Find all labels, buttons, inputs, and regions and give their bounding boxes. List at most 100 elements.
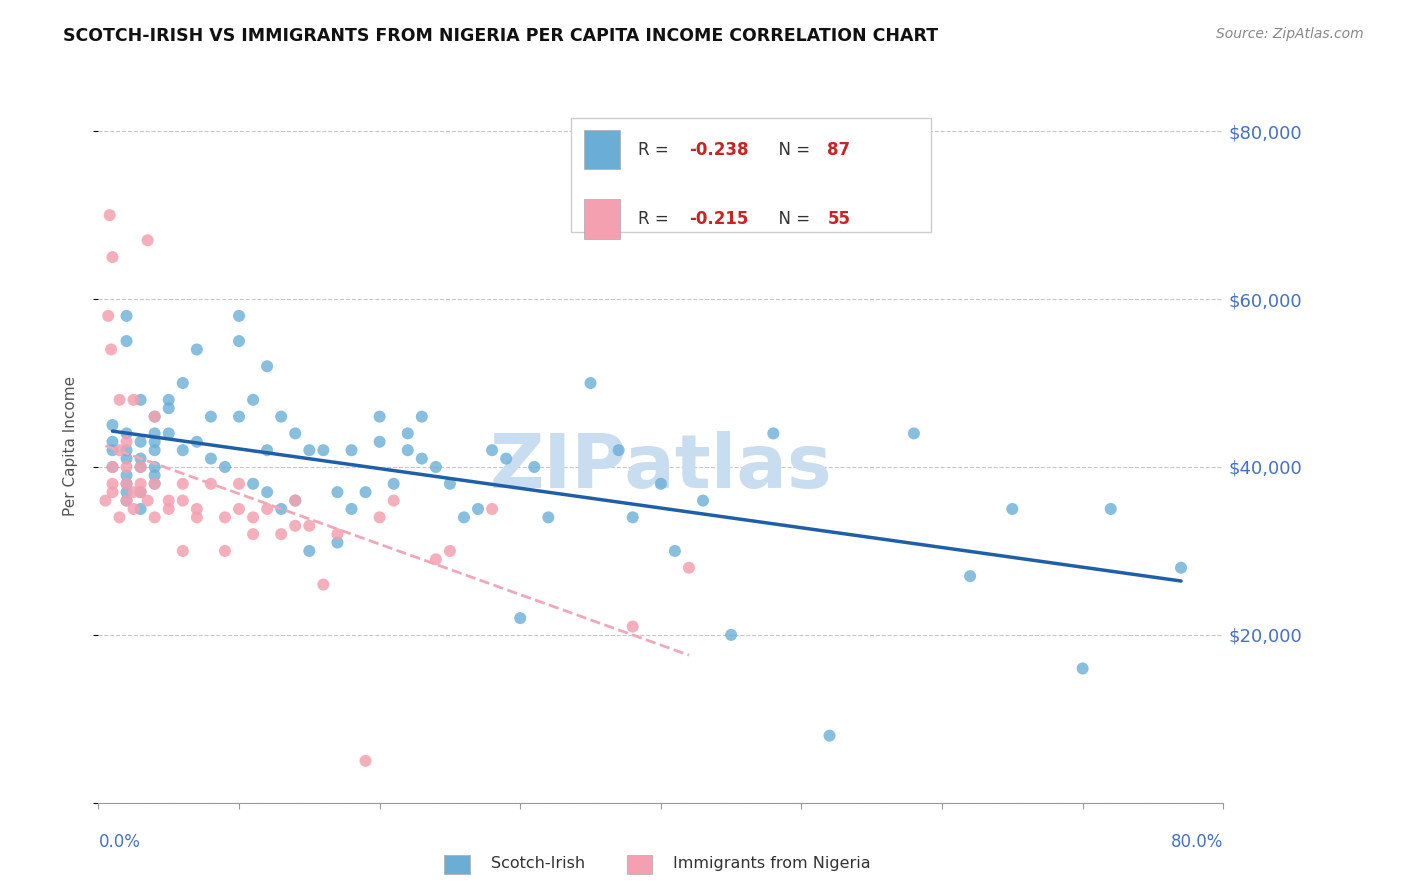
Point	[157, 502, 180, 516]
Point	[326, 527, 349, 541]
Point	[396, 443, 419, 458]
Point	[312, 577, 335, 591]
Point	[200, 409, 222, 424]
Point	[143, 476, 166, 491]
FancyBboxPatch shape	[571, 118, 931, 232]
Text: R =: R =	[638, 211, 675, 228]
Point	[1099, 502, 1122, 516]
Point	[396, 426, 419, 441]
Point	[579, 376, 602, 390]
Point	[143, 460, 166, 475]
Point	[340, 443, 363, 458]
Point	[762, 426, 785, 441]
Point	[621, 510, 644, 524]
Point	[354, 485, 377, 500]
Point	[256, 443, 278, 458]
Point	[186, 510, 208, 524]
Point	[467, 502, 489, 516]
Point	[108, 510, 131, 524]
Point	[228, 334, 250, 348]
Point	[129, 485, 152, 500]
Point	[115, 334, 138, 348]
Point	[256, 502, 278, 516]
Point	[136, 233, 159, 247]
Point	[100, 343, 122, 357]
Point	[256, 359, 278, 374]
Point	[115, 493, 138, 508]
Point	[1001, 502, 1024, 516]
Text: SCOTCH-IRISH VS IMMIGRANTS FROM NIGERIA PER CAPITA INCOME CORRELATION CHART: SCOTCH-IRISH VS IMMIGRANTS FROM NIGERIA …	[63, 27, 938, 45]
Point	[1170, 560, 1192, 574]
Point	[818, 729, 841, 743]
Point	[143, 426, 166, 441]
Text: Source: ZipAtlas.com: Source: ZipAtlas.com	[1216, 27, 1364, 41]
Text: Scotch-Irish: Scotch-Irish	[491, 856, 585, 871]
Text: 80.0%: 80.0%	[1171, 833, 1223, 851]
Point	[284, 493, 307, 508]
Point	[115, 434, 138, 449]
Point	[98, 208, 121, 222]
Point	[136, 493, 159, 508]
FancyBboxPatch shape	[585, 130, 620, 169]
Point	[523, 460, 546, 475]
Point	[242, 476, 264, 491]
Point	[439, 544, 461, 558]
Point	[115, 443, 138, 458]
Point	[228, 502, 250, 516]
Point	[284, 518, 307, 533]
Point	[298, 518, 321, 533]
Point	[143, 434, 166, 449]
Point	[143, 409, 166, 424]
Point	[172, 544, 194, 558]
Point	[157, 401, 180, 416]
Point	[228, 476, 250, 491]
Point	[129, 476, 152, 491]
Point	[256, 485, 278, 500]
Point	[312, 443, 335, 458]
Point	[143, 468, 166, 483]
Point	[157, 493, 180, 508]
Text: N =: N =	[768, 141, 815, 159]
Point	[368, 409, 391, 424]
Point	[129, 451, 152, 466]
Point	[157, 392, 180, 407]
Point	[122, 485, 145, 500]
Point	[228, 309, 250, 323]
Point	[481, 502, 503, 516]
Point	[509, 611, 531, 625]
Point	[186, 434, 208, 449]
Point	[122, 392, 145, 407]
Point	[129, 392, 152, 407]
Point	[242, 392, 264, 407]
Point	[108, 443, 131, 458]
Point	[129, 434, 152, 449]
Point	[115, 460, 138, 475]
Point	[382, 476, 405, 491]
Point	[143, 443, 166, 458]
Point	[270, 409, 292, 424]
Text: 55: 55	[827, 211, 851, 228]
Point	[537, 510, 560, 524]
Point	[692, 493, 714, 508]
Point	[382, 493, 405, 508]
Point	[94, 493, 117, 508]
Point	[186, 502, 208, 516]
Point	[115, 468, 138, 483]
Text: -0.238: -0.238	[689, 141, 748, 159]
Point	[481, 443, 503, 458]
Point	[186, 343, 208, 357]
Point	[270, 502, 292, 516]
Text: R =: R =	[638, 141, 675, 159]
Point	[664, 544, 686, 558]
Point	[122, 502, 145, 516]
Point	[101, 460, 124, 475]
Text: 87: 87	[827, 141, 851, 159]
Point	[453, 510, 475, 524]
Point	[1071, 661, 1094, 675]
Point	[200, 476, 222, 491]
Point	[115, 493, 138, 508]
Point	[678, 560, 700, 574]
Point	[172, 443, 194, 458]
Point	[143, 476, 166, 491]
Point	[720, 628, 742, 642]
